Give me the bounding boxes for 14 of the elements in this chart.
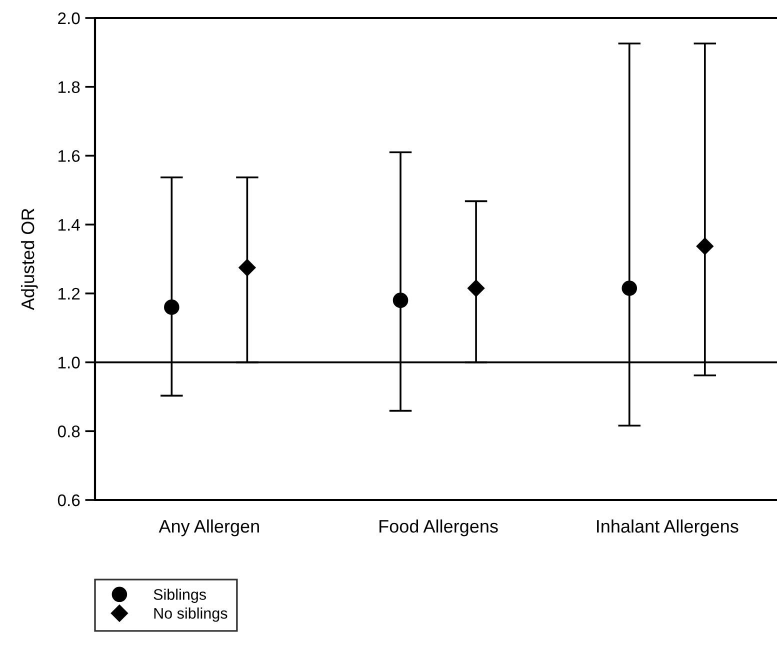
legend-label: Siblings (154, 588, 206, 603)
y-tick-label: 1.2 (58, 288, 80, 300)
y-tick-label: 2.0 (58, 12, 80, 24)
y-tick-label: 1.0 (58, 356, 80, 368)
y-tick-label: 1.8 (58, 81, 80, 94)
y-axis-title: Adjusted OR (20, 208, 38, 310)
x-tick-label: Food Allergens (380, 519, 498, 536)
y-tick-label: 0.8 (58, 426, 80, 438)
y-tick-label: 1.4 (58, 219, 80, 231)
y-tick-label: 0.6 (58, 494, 80, 506)
legend-label: No siblings (154, 608, 228, 622)
x-tick-label: Any Allergen (158, 519, 259, 536)
x-tick-label: Inhalant Allergens (597, 519, 738, 536)
y-tick-label: 1.6 (58, 150, 80, 162)
